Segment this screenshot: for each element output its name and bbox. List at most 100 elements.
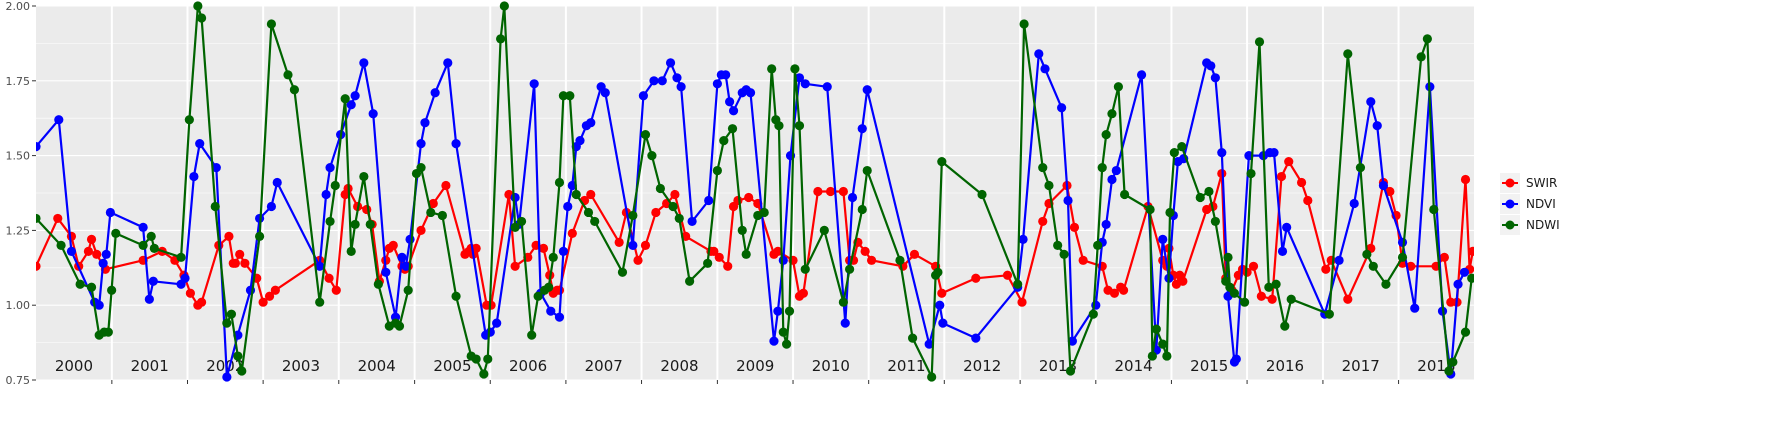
data-point-ndwi	[1246, 168, 1256, 179]
data-point-ndwi	[510, 222, 520, 233]
data-point-ndwi	[778, 327, 788, 337]
data-point-ndwi	[1151, 324, 1161, 334]
data-point-ndwi	[496, 34, 506, 44]
data-point-swir	[798, 288, 808, 298]
data-point-ndvi	[138, 222, 148, 233]
data-point-swir	[36, 261, 41, 271]
data-point-ndvi	[359, 58, 369, 68]
data-point-ndwi	[1254, 37, 1265, 47]
data-point-ndwi	[426, 207, 436, 218]
data-point-swir	[1439, 252, 1449, 262]
y-tick-label: 2.00	[6, 0, 31, 13]
data-point-ndvi	[94, 300, 104, 310]
data-point-ndwi	[330, 180, 340, 191]
data-point-ndvi	[840, 318, 850, 328]
data-point-ndwi	[184, 115, 194, 125]
data-point-swir	[224, 231, 234, 241]
data-point-ndwi	[222, 318, 232, 328]
y-tick-label: 0.75	[6, 374, 31, 387]
y-tick-label: 1.50	[6, 150, 31, 163]
year-label: 2006	[509, 357, 547, 375]
data-point-ndwi	[1019, 19, 1029, 29]
data-point-swir	[1296, 177, 1307, 188]
data-point-ndwi	[1355, 162, 1366, 173]
year-label: 2016	[1266, 357, 1304, 375]
data-point-ndwi	[767, 64, 777, 74]
data-point-ndvi	[862, 85, 872, 95]
data-point-ndwi	[741, 249, 751, 259]
data-point-ndwi	[483, 354, 493, 364]
data-point-ndwi	[1093, 240, 1103, 250]
data-point-swir	[733, 195, 743, 206]
data-point-ndvi	[1107, 174, 1117, 185]
data-point-ndvi	[725, 97, 735, 107]
data-point-ndvi	[492, 318, 502, 328]
data-point-swir	[567, 228, 577, 238]
data-point-ndvi	[728, 106, 739, 116]
data-point-swir	[860, 246, 870, 256]
data-point-ndwi	[908, 333, 918, 343]
data-point-ndwi	[1286, 294, 1296, 304]
data-point-ndwi	[479, 369, 489, 379]
series-ndvi	[36, 49, 1470, 382]
data-point-ndvi	[554, 312, 565, 322]
data-point-swir	[813, 186, 823, 197]
data-point-ndwi	[1065, 366, 1076, 376]
data-point-ndvi	[1378, 180, 1389, 191]
data-point-ndwi	[1362, 249, 1372, 259]
data-point-swir	[1267, 294, 1277, 304]
data-point-ndwi	[554, 177, 565, 188]
data-point-swir	[270, 285, 280, 295]
data-point-ndwi	[255, 231, 265, 241]
data-point-ndvi	[346, 100, 356, 110]
data-point-swir	[586, 189, 596, 200]
data-point-swir	[1248, 261, 1259, 271]
data-point-ndwi	[289, 85, 300, 95]
data-point-ndwi	[565, 91, 575, 101]
data-point-swir	[554, 285, 565, 295]
data-point-ndwi	[1264, 282, 1274, 292]
data-point-ndvi	[405, 234, 415, 244]
data-point-ndwi	[403, 285, 413, 295]
data-point-swir	[1343, 294, 1353, 304]
data-point-swir	[92, 249, 102, 259]
data-point-ndwi	[149, 243, 159, 253]
data-point-ndwi	[233, 351, 243, 361]
data-point-ndvi	[430, 88, 440, 98]
data-point-ndvi	[1034, 49, 1044, 59]
data-point-swir	[1017, 297, 1027, 307]
data-point-ndvi	[451, 139, 461, 149]
data-point-ndwi	[138, 240, 148, 250]
data-point-ndvi	[600, 88, 610, 98]
data-point-ndvi	[189, 171, 199, 182]
data-point-swir	[1303, 195, 1313, 206]
data-point-ndwi	[437, 210, 447, 221]
data-point-swir	[670, 189, 680, 200]
data-point-ndwi	[1169, 148, 1179, 158]
data-point-ndwi	[210, 201, 220, 212]
year-label: 2010	[812, 357, 850, 375]
data-point-ndwi	[628, 210, 638, 221]
data-point-ndwi	[1239, 297, 1250, 307]
data-point-ndvi	[1217, 148, 1227, 158]
data-point-ndwi	[1223, 252, 1233, 262]
data-point-ndwi	[1210, 216, 1220, 227]
data-point-ndwi	[1177, 142, 1187, 152]
data-point-ndvi	[1277, 246, 1288, 256]
data-point-ndwi	[727, 124, 738, 134]
data-point-ndvi	[211, 162, 221, 173]
data-point-ndwi	[548, 252, 558, 262]
legend-key-point-swir	[1505, 178, 1515, 188]
data-point-swir	[196, 297, 207, 307]
data-point-swir	[230, 258, 240, 268]
year-label: 2012	[963, 357, 1001, 375]
year-label: 2000	[55, 357, 93, 375]
y-tick-label: 1.25	[6, 224, 31, 237]
year-label: 2015	[1190, 357, 1228, 375]
data-point-ndwi	[86, 282, 97, 292]
data-point-ndvi	[180, 273, 190, 283]
data-point-swir	[1038, 216, 1048, 227]
data-point-swir	[1109, 288, 1120, 298]
data-point-swir	[1460, 174, 1471, 185]
